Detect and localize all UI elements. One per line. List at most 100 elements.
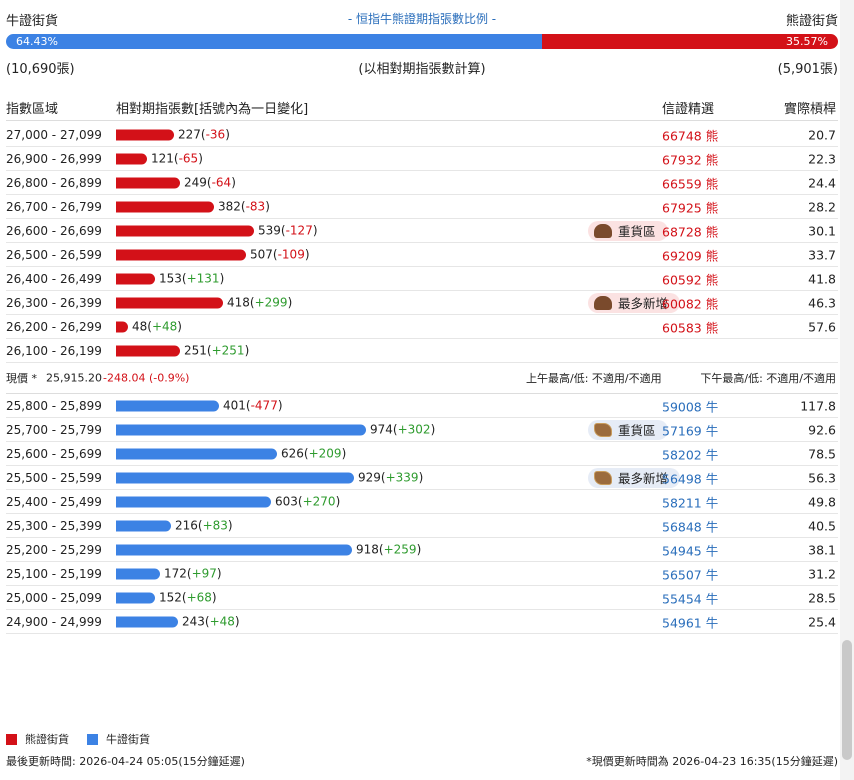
leverage-cell: 41.8 <box>808 271 836 286</box>
range-cell: 25,200 - 25,299 <box>6 542 102 557</box>
col-contracts: 相對期指張數[括號內為一日變化] <box>116 102 309 117</box>
contracts-bar <box>116 249 246 260</box>
contracts-count: 216 <box>175 518 198 533</box>
contracts-count: 243 <box>182 614 205 629</box>
bull-mascot-icon <box>594 422 612 437</box>
table-row: 26,400 - 26,499 153(+131) 60592 熊 41.8 <box>6 267 838 291</box>
tag-badge: 最多新增 <box>588 292 681 313</box>
contracts-change: +68 <box>186 590 212 605</box>
contracts-change: +97 <box>191 566 217 581</box>
contracts-count: 249 <box>184 175 207 190</box>
warrant-code-link[interactable]: 67932 熊 <box>662 149 742 168</box>
warrant-type: 牛 <box>705 567 719 582</box>
contracts-bar <box>116 592 155 603</box>
range-cell: 25,100 - 25,199 <box>6 566 102 581</box>
tag-label: 最多新增 <box>618 471 669 486</box>
tag-badge: 重貨區 <box>588 419 668 440</box>
table-row: 25,500 - 25,599 929(+339) 最多新增 56498 牛 56.… <box>6 466 838 490</box>
warrant-code: 55454 <box>662 591 702 606</box>
warrant-code-link[interactable]: 58202 牛 <box>662 444 742 463</box>
bear-swatch <box>6 733 17 745</box>
warrant-code-link[interactable]: 56498 牛 <box>662 468 742 487</box>
tag-badge: 重貨區 <box>588 220 668 241</box>
warrant-code-link[interactable]: 69209 熊 <box>662 245 742 264</box>
bear-mascot-icon <box>594 223 612 238</box>
tag-label: 最多新增 <box>618 296 669 311</box>
warrant-code-link[interactable]: 66559 熊 <box>662 173 742 192</box>
table-row: 26,300 - 26,399 418(+299) 最多新增 60082 熊 46.… <box>6 291 838 315</box>
table-row: 24,900 - 24,999 243(+48) 54961 牛 25.4 <box>6 610 838 634</box>
leverage-cell: 25.4 <box>808 614 836 629</box>
bull-stock-label: 牛證街貨 <box>6 14 59 29</box>
contracts-change: +259 <box>383 542 417 557</box>
contracts-bar <box>116 520 171 531</box>
leverage-cell: 57.6 <box>808 319 836 334</box>
warrant-code: 56848 <box>662 519 702 534</box>
contracts-count: 401 <box>223 398 246 413</box>
contracts-bar <box>116 345 180 356</box>
warrant-code: 68728 <box>662 224 702 239</box>
warrant-code: 54961 <box>662 615 702 630</box>
legend-bull: 牛證街貨 <box>106 733 150 746</box>
col-code: 信證精選 <box>662 102 715 117</box>
contracts-count: 172 <box>164 566 187 581</box>
table-row: 26,600 - 26,699 539(-127) 重貨區 68728 熊 30.1 <box>6 219 838 243</box>
warrant-code-link[interactable]: 57169 牛 <box>662 420 742 439</box>
range-cell: 25,600 - 25,699 <box>6 446 102 461</box>
contracts-cell: 249(-64) <box>116 175 236 190</box>
range-cell: 26,800 - 26,899 <box>6 175 102 190</box>
warrant-type: 牛 <box>705 615 719 630</box>
contracts-cell: 401(-477) <box>116 398 283 413</box>
warrant-type: 牛 <box>705 519 719 534</box>
leverage-cell: 78.5 <box>808 446 836 461</box>
warrant-code-link[interactable]: 59008 牛 <box>662 396 742 415</box>
warrant-code-link[interactable]: 60592 熊 <box>662 269 742 288</box>
warrant-type: 牛 <box>705 423 719 438</box>
table-row: 25,300 - 25,399 216(+83) 56848 牛 40.5 <box>6 514 838 538</box>
range-cell: 25,800 - 25,899 <box>6 398 102 413</box>
warrant-type: 熊 <box>705 248 719 263</box>
table-row: 25,400 - 25,499 603(+270) 58211 牛 49.8 <box>6 490 838 514</box>
range-cell: 25,400 - 25,499 <box>6 494 102 509</box>
warrant-type: 熊 <box>705 176 719 191</box>
bull-ratio-label: 64.43% <box>16 35 58 48</box>
leverage-cell: 92.6 <box>808 422 836 437</box>
contracts-bar <box>116 400 219 411</box>
range-cell: 26,300 - 26,399 <box>6 295 102 310</box>
warrant-code-link[interactable]: 55454 牛 <box>662 588 742 607</box>
contracts-count: 974 <box>370 422 393 437</box>
contracts-count: 121 <box>151 151 174 166</box>
bull-total: (10,690張) <box>6 62 75 77</box>
warrant-code-link[interactable]: 67925 熊 <box>662 197 742 216</box>
leverage-cell: 46.3 <box>808 295 836 310</box>
leverage-cell: 40.5 <box>808 518 836 533</box>
table-row: 25,100 - 25,199 172(+97) 56507 牛 31.2 <box>6 562 838 586</box>
range-cell: 25,000 - 25,099 <box>6 590 102 605</box>
warrant-code-link[interactable]: 66748 熊 <box>662 125 742 144</box>
warrant-code: 66559 <box>662 176 702 191</box>
warrant-code-link[interactable]: 54945 牛 <box>662 540 742 559</box>
contracts-cell: 626(+209) <box>116 447 346 461</box>
warrant-code-link[interactable]: 60583 熊 <box>662 317 742 336</box>
scrollbar[interactable] <box>840 0 854 780</box>
range-cell: 25,700 - 25,799 <box>6 422 102 437</box>
range-cell: 24,900 - 24,999 <box>6 614 102 629</box>
warrant-code-link[interactable]: 68728 熊 <box>662 221 742 240</box>
range-cell: 25,500 - 25,599 <box>6 470 102 485</box>
warrant-type: 牛 <box>705 591 719 606</box>
warrant-type: 熊 <box>705 272 719 287</box>
warrant-code-link[interactable]: 56848 牛 <box>662 516 742 535</box>
warrant-code-link[interactable]: 56507 牛 <box>662 564 742 583</box>
warrant-type: 熊 <box>705 128 719 143</box>
contracts-change: +48 <box>209 614 235 629</box>
scrollbar-thumb[interactable] <box>842 640 852 760</box>
warrant-code-link[interactable]: 60082 熊 <box>662 293 742 312</box>
range-cell: 26,600 - 26,699 <box>6 223 102 238</box>
warrant-code: 69209 <box>662 248 702 263</box>
bear-ratio-label: 35.57% <box>786 35 828 48</box>
warrant-code-link[interactable]: 54961 牛 <box>662 612 742 631</box>
warrant-code-link[interactable]: 58211 牛 <box>662 492 742 511</box>
range-cell: 26,700 - 26,799 <box>6 199 102 214</box>
tag-label: 重貨區 <box>618 224 656 239</box>
contracts-cell: 153(+131) <box>116 272 224 286</box>
